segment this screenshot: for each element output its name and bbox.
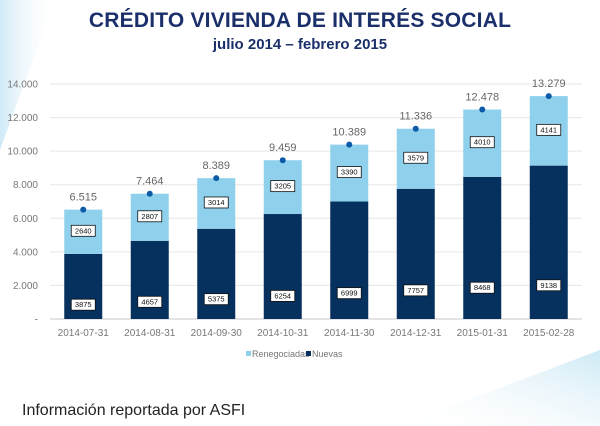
data-label-renegociadas-box: [270, 180, 296, 193]
x-tick-label: 2014-10-31: [257, 328, 309, 339]
chart-subtitle: julio 2014 – febrero 2015: [212, 36, 388, 53]
total-marker: [412, 125, 419, 132]
legend-label-nuevas: Nuevas: [312, 349, 343, 359]
data-label-nuevas: 7757: [407, 286, 424, 295]
data-label-nuevas-box: [203, 293, 229, 306]
data-label-renegociadas-box: [536, 123, 562, 136]
x-tick-label: 2014-12-31: [390, 328, 442, 339]
total-marker: [213, 175, 220, 182]
legend-swatch-renegociadas: [246, 351, 251, 356]
legend-swatch-nuevas: [306, 351, 311, 356]
data-label-nuevas-box: [270, 290, 296, 302]
data-label-nuevas: 6999: [341, 289, 358, 298]
total-label: 13.279: [532, 78, 566, 90]
y-tick-label: 12.000: [7, 113, 38, 124]
y-tick-label: 14.000: [7, 80, 38, 91]
chart-title: CRÉDITO VIVIENDA DE INTERÉS SOCIAL: [88, 9, 512, 32]
total-marker: [146, 190, 153, 197]
data-label-renegociadas: 3014: [208, 198, 225, 207]
x-tick-label: 2014-07-31: [58, 328, 110, 339]
total-label: 11.336: [399, 111, 432, 123]
total-label: 12.478: [465, 92, 499, 104]
total-marker: [279, 157, 286, 164]
data-label-nuevas: 9138: [540, 281, 557, 290]
data-label-nuevas: 6254: [274, 291, 291, 300]
data-label-renegociadas: 3579: [407, 153, 424, 162]
bar-nuevas: [330, 201, 369, 319]
total-marker: [80, 206, 87, 213]
x-tick-label: 2014-11-30: [324, 328, 375, 339]
legend-label-renegociadas: Renegociadas: [252, 349, 310, 359]
data-label-nuevas: 3875: [75, 300, 92, 309]
data-label-nuevas-box: [336, 287, 362, 300]
data-label-renegociadas: 2640: [75, 226, 92, 235]
data-label-renegociadas: 2807: [141, 212, 158, 221]
y-tick-label: -: [35, 315, 38, 326]
right-decoration: [400, 350, 600, 426]
total-marker: [346, 141, 353, 148]
data-label-renegociadas: 3390: [341, 168, 358, 177]
y-tick-label: 4.000: [13, 247, 38, 258]
data-label-renegociadas: 3205: [274, 182, 291, 191]
bar-nuevas: [529, 165, 568, 319]
data-label-renegociadas-box: [203, 196, 229, 209]
data-label-nuevas-box: [469, 281, 495, 294]
bar-nuevas: [263, 214, 302, 319]
total-label: 8.389: [202, 160, 230, 172]
data-label-nuevas-box: [403, 284, 429, 297]
data-label-renegociadas-box: [70, 224, 96, 237]
y-tick-label: 10.000: [7, 147, 38, 158]
data-label-renegociadas-box: [403, 151, 429, 164]
total-label: 6.515: [69, 192, 97, 204]
y-tick-label: 6.000: [13, 214, 38, 225]
data-label-nuevas: 5375: [208, 295, 225, 304]
data-label-renegociadas-box: [336, 166, 362, 178]
data-label-renegociadas: 4141: [540, 125, 557, 134]
x-tick-label: 2014-09-30: [191, 328, 243, 339]
bar-nuevas: [197, 228, 236, 319]
source-note: Información reportada por ASFI: [22, 402, 246, 419]
data-label-nuevas-box: [70, 298, 96, 311]
total-marker: [545, 93, 552, 100]
x-tick-label: 2015-02-28: [523, 328, 575, 339]
y-tick-label: 8.000: [13, 180, 38, 191]
left-decoration: [0, 0, 55, 150]
total-label: 9.459: [269, 142, 297, 154]
y-tick-label: 2.000: [13, 281, 38, 292]
bar-nuevas: [396, 188, 435, 319]
data-label-nuevas: 4657: [141, 297, 158, 306]
x-tick-label: 2014-08-31: [124, 328, 176, 339]
data-label-nuevas: 8468: [474, 283, 491, 292]
bar-nuevas: [463, 176, 502, 319]
data-label-renegociadas: 4010: [474, 138, 491, 147]
x-tick-label: 2015-01-31: [457, 328, 509, 339]
data-label-renegociadas-box: [137, 210, 163, 223]
total-label: 7.464: [136, 176, 164, 188]
total-marker: [479, 106, 486, 113]
data-label-nuevas-box: [137, 295, 163, 308]
data-label-renegociadas-box: [469, 136, 495, 149]
data-label-nuevas-box: [536, 279, 562, 292]
total-label: 10.389: [332, 127, 366, 139]
